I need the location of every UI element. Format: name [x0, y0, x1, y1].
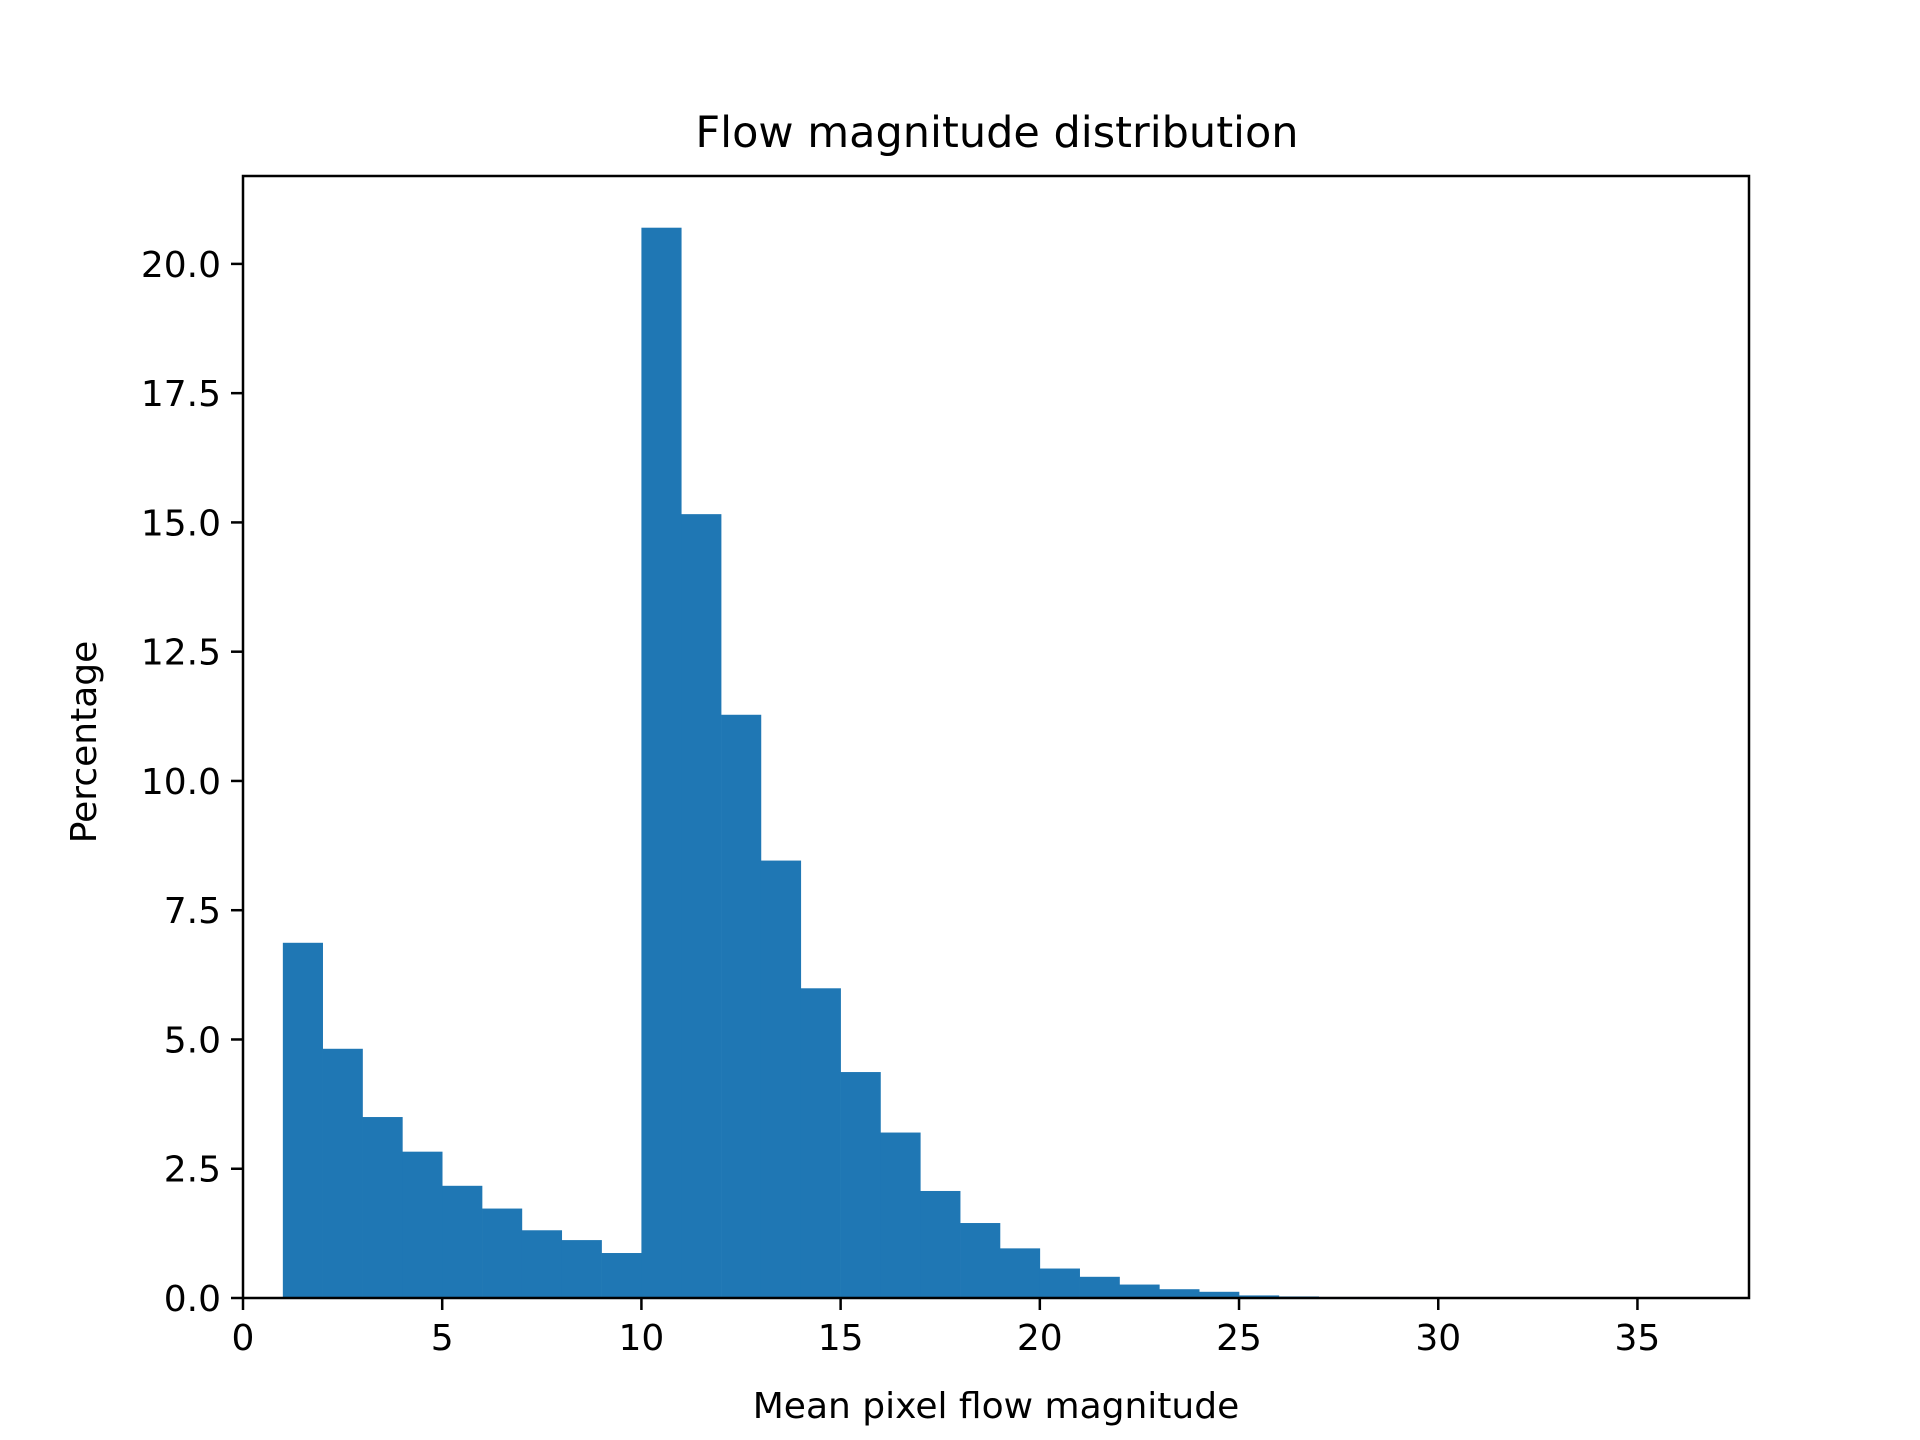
y-tick-label: 0.0: [164, 1279, 221, 1320]
y-tick-label: 5.0: [164, 1020, 221, 1061]
x-axis-label: Mean pixel flow magnitude: [753, 1386, 1240, 1427]
x-tick-label: 10: [619, 1318, 665, 1359]
histogram-bar: [721, 714, 762, 1298]
x-tick-label: 5: [431, 1318, 454, 1359]
histogram-bar: [681, 514, 722, 1298]
histogram-bar: [1119, 1284, 1160, 1298]
histogram-bar: [920, 1190, 961, 1298]
y-axis-label: Percentage: [64, 641, 105, 844]
histogram-bar: [521, 1230, 563, 1298]
y-tick-label: 7.5: [164, 891, 221, 932]
histogram-bar: [999, 1248, 1041, 1298]
histogram-bar: [601, 1253, 642, 1298]
histogram-bar: [960, 1223, 1001, 1298]
chart-title: Flow magnitude distribution: [695, 108, 1298, 158]
x-tick-label: 20: [1017, 1318, 1063, 1359]
y-tick-label: 10.0: [141, 762, 221, 803]
histogram-bar: [282, 942, 323, 1298]
x-tick-label: 30: [1415, 1318, 1461, 1359]
y-tick-label: 2.5: [164, 1150, 221, 1191]
histogram-bar: [880, 1132, 921, 1298]
histogram-bar: [1159, 1289, 1200, 1298]
histogram-bar: [362, 1117, 403, 1298]
y-tick-label: 17.5: [141, 374, 221, 415]
x-tick-label: 15: [818, 1318, 864, 1359]
histogram-bar: [561, 1240, 602, 1298]
x-tick-label: 0: [232, 1318, 255, 1359]
histogram-bar: [322, 1048, 363, 1298]
histogram-bar: [760, 860, 802, 1298]
plot-frame: [241, 174, 1751, 1300]
histogram-bar: [402, 1151, 443, 1298]
histogram-bar: [840, 1072, 881, 1298]
x-tick-label: 25: [1216, 1318, 1262, 1359]
bars-group: [282, 227, 1718, 1298]
histogram-bar: [482, 1208, 523, 1298]
y-tick-label: 15.0: [141, 503, 221, 544]
histogram-bar: [1239, 1295, 1280, 1298]
x-tick-label: 35: [1615, 1318, 1661, 1359]
ticks-group: 0 5 10 15 20 25 30 35 0.0 2.5 5.0 7.5 10.0 12.5 15.0 17…: [141, 245, 1661, 1359]
y-tick-label: 12.5: [141, 633, 221, 674]
histogram-bar: [442, 1185, 483, 1298]
histogram-bar: [1199, 1291, 1240, 1298]
histogram-bar: [1039, 1268, 1080, 1298]
histogram-bar: [1079, 1276, 1120, 1298]
histogram-bar: [800, 988, 841, 1298]
y-tick-label: 20.0: [141, 245, 221, 286]
histogram-bar: [641, 227, 682, 1298]
